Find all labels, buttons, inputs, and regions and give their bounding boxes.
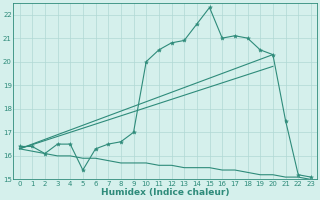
X-axis label: Humidex (Indice chaleur): Humidex (Indice chaleur) (101, 188, 229, 197)
